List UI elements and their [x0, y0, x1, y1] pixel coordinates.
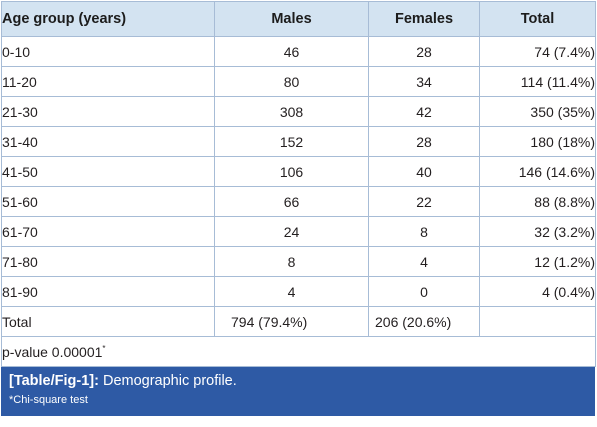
cell-total: 146 (14.6%): [479, 156, 596, 187]
p-value-cell: p-value 0.00001*: [1, 336, 596, 367]
cell-age: 41-50: [1, 156, 215, 187]
table-row: 41-50 106 40 146 (14.6%): [1, 156, 596, 187]
cell-age: 71-80: [1, 246, 215, 277]
cell-age: 51-60: [1, 186, 215, 217]
cell-males: 4: [214, 276, 369, 307]
cell-females: 22: [368, 186, 480, 217]
total-males: 794 (79.4%): [214, 306, 369, 337]
cell-age: 11-20: [1, 66, 215, 97]
cell-age: 31-40: [1, 126, 215, 157]
cell-males: 46: [214, 36, 369, 67]
cell-total: 74 (7.4%): [479, 36, 596, 67]
cell-males: 80: [214, 66, 369, 97]
total-females: 206 (20.6%): [368, 306, 480, 337]
cell-females: 4: [368, 246, 480, 277]
cell-total: 350 (35%): [479, 96, 596, 127]
header-age-group: Age group (years): [1, 1, 215, 37]
table-total-row: Total 794 (79.4%) 206 (20.6%): [1, 306, 596, 337]
table-row: 51-60 66 22 88 (8.8%): [1, 186, 596, 217]
cell-total: 114 (11.4%): [479, 66, 596, 97]
cell-age: 0-10: [1, 36, 215, 67]
p-value-footnote-marker: *: [102, 343, 106, 353]
demographic-table: Age group (years) Males Females Total 0-…: [1, 1, 596, 367]
cell-females: 28: [368, 36, 480, 67]
cell-females: 40: [368, 156, 480, 187]
cell-females: 42: [368, 96, 480, 127]
cell-females: 34: [368, 66, 480, 97]
cell-males: 24: [214, 216, 369, 247]
table-row: 71-80 8 4 12 (1.2%): [1, 246, 596, 277]
p-value-text: p-value 0.00001: [2, 343, 103, 360]
cell-females: 28: [368, 126, 480, 157]
header-total: Total: [479, 1, 596, 37]
cell-age: 81-90: [1, 276, 215, 307]
cell-total: 180 (18%): [479, 126, 596, 157]
cell-total: 4 (0.4%): [479, 276, 596, 307]
table-row: 31-40 152 28 180 (18%): [1, 126, 596, 157]
cell-total: 88 (8.8%): [479, 186, 596, 217]
table-row: 81-90 4 0 4 (0.4%): [1, 276, 596, 307]
table-row: 11-20 80 34 114 (11.4%): [1, 66, 596, 97]
cell-males: 8: [214, 246, 369, 277]
cell-males: 106: [214, 156, 369, 187]
table-caption: [Table/Fig-1]: Demographic profile. *Chi…: [1, 367, 595, 416]
total-label: Total: [1, 306, 215, 337]
table-row: 61-70 24 8 32 (3.2%): [1, 216, 596, 247]
header-males: Males: [214, 1, 369, 37]
cell-males: 308: [214, 96, 369, 127]
total-total: [479, 306, 596, 337]
caption-title: Demographic profile.: [102, 373, 237, 389]
table-row: 21-30 308 42 350 (35%): [1, 96, 596, 127]
cell-males: 66: [214, 186, 369, 217]
cell-females: 0: [368, 276, 480, 307]
table-header-row: Age group (years) Males Females Total: [1, 1, 596, 37]
caption-label: [Table/Fig-1]:: [9, 373, 99, 389]
cell-age: 61-70: [1, 216, 215, 247]
cell-total: 32 (3.2%): [479, 216, 596, 247]
caption-footnote: *Chi-square test: [9, 394, 88, 406]
cell-age: 21-30: [1, 96, 215, 127]
caption-title-line: [Table/Fig-1]: Demographic profile.: [9, 372, 587, 391]
p-value-row: p-value 0.00001*: [1, 336, 596, 367]
table-row: 0-10 46 28 74 (7.4%): [1, 36, 596, 67]
cell-females: 8: [368, 216, 480, 247]
cell-males: 152: [214, 126, 369, 157]
cell-total: 12 (1.2%): [479, 246, 596, 277]
header-females: Females: [368, 1, 480, 37]
